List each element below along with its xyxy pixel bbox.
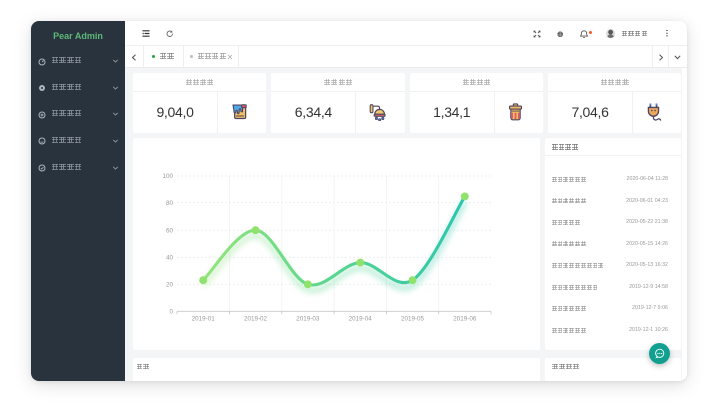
svg-text:80: 80 xyxy=(166,200,174,207)
svg-text:60: 60 xyxy=(166,228,174,235)
svg-text:2019-03: 2019-03 xyxy=(296,316,320,323)
svg-text:2019-01: 2019-01 xyxy=(192,316,216,323)
svg-text:0: 0 xyxy=(169,309,173,316)
svg-text:2019-02: 2019-02 xyxy=(244,316,268,323)
svg-text:20: 20 xyxy=(166,282,174,289)
svg-text:2019-05: 2019-05 xyxy=(401,316,425,323)
svg-text:40: 40 xyxy=(166,255,174,262)
svg-text:100: 100 xyxy=(162,173,173,180)
svg-text:2019-06: 2019-06 xyxy=(453,316,477,323)
svg-text:2019-04: 2019-04 xyxy=(349,316,373,323)
